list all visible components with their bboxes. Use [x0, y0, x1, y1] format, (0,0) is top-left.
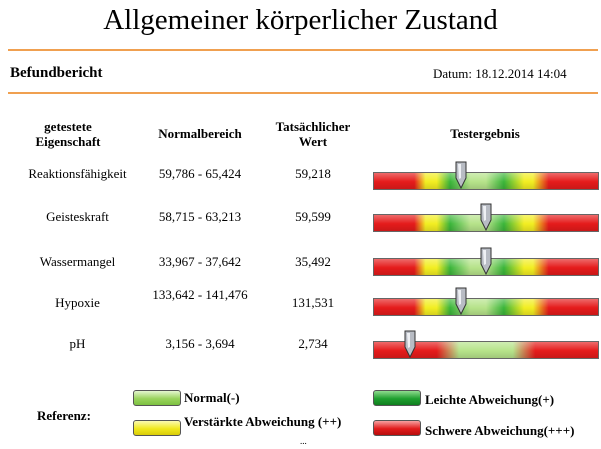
legend-verstaerkt-swatch — [133, 420, 181, 436]
page-title: Allgemeiner körperlicher Zustand — [103, 4, 498, 36]
report-label: Befundbericht — [10, 65, 103, 81]
date-label: Datum: 18.12.2014 14:04 — [433, 66, 567, 81]
legend-leicht-swatch — [373, 390, 421, 406]
row-2-result-bar — [373, 203, 599, 232]
row-3-property: Wassermangel — [39, 254, 116, 269]
row-5-actual: 2,734 — [298, 336, 328, 351]
row-2-marker-icon — [480, 203, 492, 231]
row-1-marker-icon — [455, 161, 467, 189]
header-normal-range: Normalbereich — [158, 126, 242, 141]
legend-label: Referenz: — [37, 408, 91, 423]
row-5-marker-icon — [404, 330, 416, 358]
header-test-result: Testergebnis — [450, 126, 520, 141]
row-4-actual: 131,531 — [291, 295, 335, 310]
row-4-normal: 133,642 - 141,476 — [152, 287, 248, 302]
legend-schwer-text: Schwere Abweichung(+++) — [425, 423, 575, 438]
header-actual-value: Tatsächlicher Wert — [275, 119, 351, 149]
row-5-property: pH — [69, 336, 86, 351]
legend-schwer-swatch — [373, 420, 421, 436]
legend-leicht-text: Leichte Abweichung(+) — [425, 392, 555, 407]
row-1-property: Reaktionsfähigkeit — [28, 166, 127, 181]
row-3-result-bar — [373, 247, 599, 276]
row-2-property: Geisteskraft — [46, 209, 109, 224]
legend-normal-text: Normal(-) — [184, 390, 240, 405]
legend-normal-swatch — [133, 390, 181, 406]
row-4-result-bar — [373, 287, 599, 316]
header-property: getestete Eigenschaft — [35, 119, 101, 149]
row-2-actual: 59,599 — [295, 209, 331, 224]
legend-verstaerkt-text: Verstärkte Abweichung (++) — [184, 414, 342, 429]
top-divider — [8, 49, 598, 51]
row-5-normal: 3,156 - 3,694 — [165, 336, 235, 351]
row-1-result-bar — [373, 161, 599, 190]
row-4-marker-icon — [455, 287, 467, 315]
row-1-actual: 59,218 — [295, 166, 331, 181]
row-3-marker-icon — [480, 247, 492, 275]
row-4-property: Hypoxie — [55, 295, 100, 310]
row-1-normal: 59,786 - 65,424 — [158, 166, 242, 181]
header-divider — [8, 92, 598, 94]
row-5-result-bar — [373, 330, 599, 359]
row-3-normal: 33,967 - 37,642 — [158, 254, 242, 269]
legend-ellipsis: ... — [300, 436, 307, 446]
row-2-normal: 58,715 - 63,213 — [158, 209, 242, 224]
row-3-actual: 35,492 — [295, 254, 331, 269]
